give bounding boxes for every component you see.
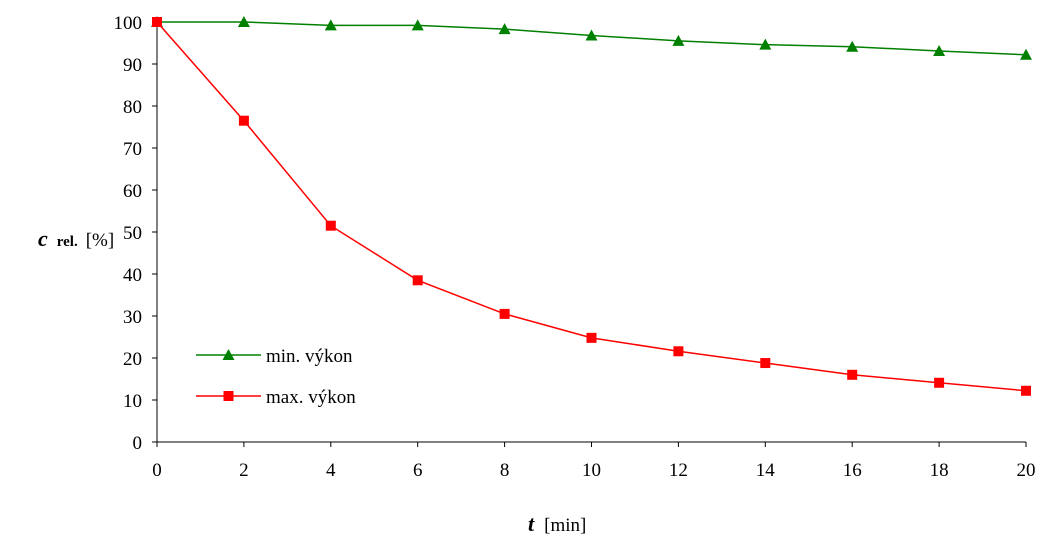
data-point-min-v-kon: [324, 19, 337, 31]
legend: min. výkon max. výkon: [196, 346, 356, 408]
y-axis-label-subscript: rel.: [57, 234, 78, 250]
y-tick-label: 40: [123, 265, 142, 286]
legend-item-min-vykon: min. výkon: [196, 346, 353, 367]
x-axis-ticks: 0 2 4 6 8 10 12 14 16 18 20: [152, 442, 1036, 481]
data-point-min-v-kon: [498, 23, 511, 35]
x-tick-label: 20: [1017, 460, 1036, 481]
x-axis-label: t [min]: [528, 511, 586, 536]
y-axis-label-symbol: c: [38, 226, 48, 251]
data-point-min-v-kon: [672, 34, 685, 46]
data-point-min-v-kon: [1020, 48, 1032, 60]
data-point-max-v-kon: [760, 358, 771, 369]
y-axis-label-unit: [%]: [86, 230, 114, 251]
x-axis-label-unit: [min]: [544, 515, 586, 536]
y-tick-label: 0: [133, 433, 143, 454]
data-point-max-v-kon: [673, 346, 684, 357]
legend-item-max-vykon: max. výkon: [196, 387, 356, 408]
legend-marker-min-vykon: [222, 349, 235, 360]
data-point-max-v-kon: [847, 369, 858, 380]
x-tick-label: 8: [500, 460, 510, 481]
data-point-min-v-kon: [585, 29, 598, 41]
data-point-min-v-kon: [846, 40, 859, 52]
data-point-min-v-kon: [759, 38, 772, 50]
series-max-v-kon: [152, 17, 1031, 396]
y-tick-label: 20: [123, 349, 142, 370]
y-axis-ticks: 0 10 20 30 40 50 60 70 80 90 100: [114, 13, 157, 454]
data-point-min-v-kon: [237, 16, 250, 27]
x-tick-label: 6: [413, 460, 423, 481]
data-point-max-v-kon: [499, 308, 510, 319]
data-point-max-v-kon: [152, 17, 162, 27]
data-point-max-v-kon: [238, 115, 249, 126]
x-tick-label: 14: [756, 460, 776, 481]
data-point-max-v-kon: [1021, 385, 1031, 396]
data-point-max-v-kon: [586, 332, 597, 343]
y-tick-label: 10: [123, 391, 142, 412]
y-tick-label: 90: [123, 55, 142, 76]
y-tick-label: 60: [123, 181, 142, 202]
x-tick-label: 0: [152, 460, 162, 481]
data-point-max-v-kon: [934, 377, 945, 388]
x-tick-label: 16: [843, 460, 862, 481]
data-point-max-v-kon: [412, 275, 423, 286]
data-point-max-v-kon: [325, 220, 336, 231]
series-layer: [151, 16, 1032, 396]
x-tick-label: 12: [669, 460, 688, 481]
x-tick-label: 10: [582, 460, 601, 481]
series-min-v-kon: [151, 16, 1032, 60]
data-point-min-v-kon: [933, 44, 946, 56]
y-tick-label: 70: [123, 139, 142, 160]
y-tick-label: 80: [123, 97, 142, 118]
data-point-min-v-kon: [411, 19, 424, 31]
legend-marker-max-vykon: [223, 391, 234, 401]
x-tick-label: 2: [239, 460, 249, 481]
x-axis-label-symbol: t: [528, 511, 535, 536]
y-tick-label: 50: [123, 223, 142, 244]
y-tick-label: 30: [123, 307, 142, 328]
x-tick-label: 18: [930, 460, 949, 481]
y-axis-label: c rel. [%]: [38, 226, 114, 251]
x-tick-label: 4: [326, 460, 336, 481]
y-tick-label: 100: [114, 13, 143, 34]
legend-label-max-vykon: max. výkon: [266, 387, 356, 408]
legend-label-min-vykon: min. výkon: [266, 346, 353, 367]
